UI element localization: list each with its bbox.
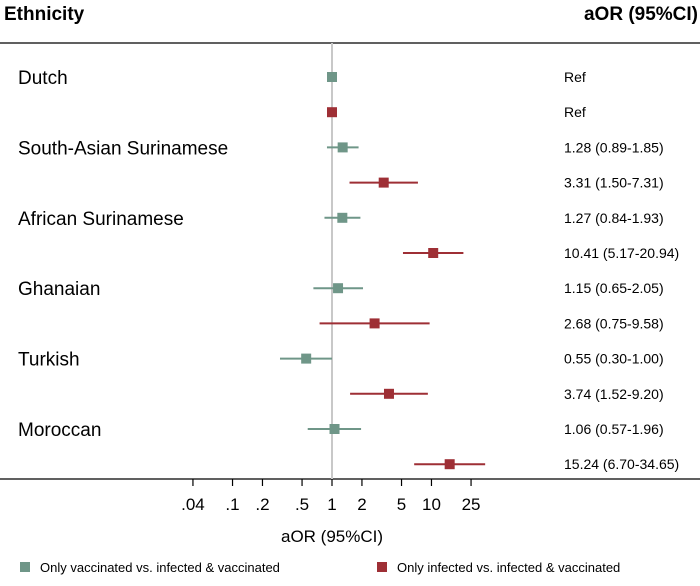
point-estimate-marker [428,248,439,258]
point-estimate-marker [327,107,337,118]
group-label: Dutch [18,68,68,89]
estimate-label: 1.15 (0.65-2.05) [564,280,664,296]
group-label: Turkish [18,350,80,371]
point-estimate-marker [329,424,340,434]
estimate-label: 0.55 (0.30-1.00) [564,351,664,367]
estimate-label: Ref [564,69,586,85]
point-estimate-marker [337,212,348,223]
group-south-asian-surinamese: South-Asian Surinamese 1.28 (0.89-1.85) 3.… [18,138,664,190]
x-axis-ticks: .04.1.2.5 1 2 5 10 25 [181,479,481,514]
estimate-label: 1.28 (0.89-1.85) [564,139,664,155]
estimate-label: 1.06 (0.57-1.96) [564,421,664,437]
x-tick-label: 10 [422,495,441,514]
group-label: Moroccan [18,420,101,441]
group-african-surinamese: African Surinamese 1.27 (0.84-1.93) 10.41 … [18,209,679,261]
estimate-label: 3.31 (1.50-7.31) [564,175,664,191]
point-estimate-marker [327,72,337,82]
legend: Only vaccinated vs. infected & vaccinate… [20,560,620,575]
x-tick-label: .2 [255,495,269,514]
legend-swatch [377,562,387,572]
group-ghanaian: Ghanaian 1.15 (0.65-2.05) 2.68 (0.75-9.58) [18,279,664,331]
data-rows: Dutch Ref Ref South-Asian Surinamese 1.28 (0… [18,68,679,472]
group-label: Ghanaian [18,279,100,300]
estimate-label: 3.74 (1.52-9.20) [564,386,664,402]
legend-label: Only infected vs. infected & vaccinated [397,560,620,575]
x-tick-label: .5 [295,495,309,514]
x-tick-label: .04 [181,495,205,514]
estimate-label: 2.68 (0.75-9.58) [564,315,664,331]
point-estimate-marker [301,353,312,364]
legend-swatch [20,562,30,572]
estimate-label: Ref [564,104,586,120]
x-tick-label: 25 [462,495,481,514]
legend-label: Only vaccinated vs. infected & vaccinate… [40,560,280,575]
x-tick-label: 1 [327,495,336,514]
group-turkish: Turkish 0.55 (0.30-1.00) 3.74 (1.52-9.20) [18,350,664,402]
point-estimate-marker [369,318,380,329]
x-tick-label: .1 [225,495,239,514]
point-estimate-marker [444,459,455,470]
point-estimate-marker [337,142,348,153]
x-tick-label: 2 [357,495,366,514]
group-dutch: Dutch Ref Ref [18,68,586,120]
x-tick-label: 5 [397,495,406,514]
point-estimate-marker [333,283,344,294]
estimate-label: 15.24 (6.70-34.65) [564,456,679,472]
estimate-label: 1.27 (0.84-1.93) [564,210,664,226]
header-ethnicity: Ethnicity [4,4,85,25]
header-aor: aOR (95%CI) [584,4,698,25]
x-axis-label: aOR (95%CI) [281,527,383,546]
group-moroccan: Moroccan 1.06 (0.57-1.96) 15.24 (6.70-34.6… [18,420,679,472]
estimate-label: 10.41 (5.17-20.94) [564,245,679,261]
point-estimate-marker [383,388,394,399]
point-estimate-marker [378,177,389,188]
group-label: South-Asian Surinamese [18,138,228,159]
group-label: African Surinamese [18,209,184,230]
